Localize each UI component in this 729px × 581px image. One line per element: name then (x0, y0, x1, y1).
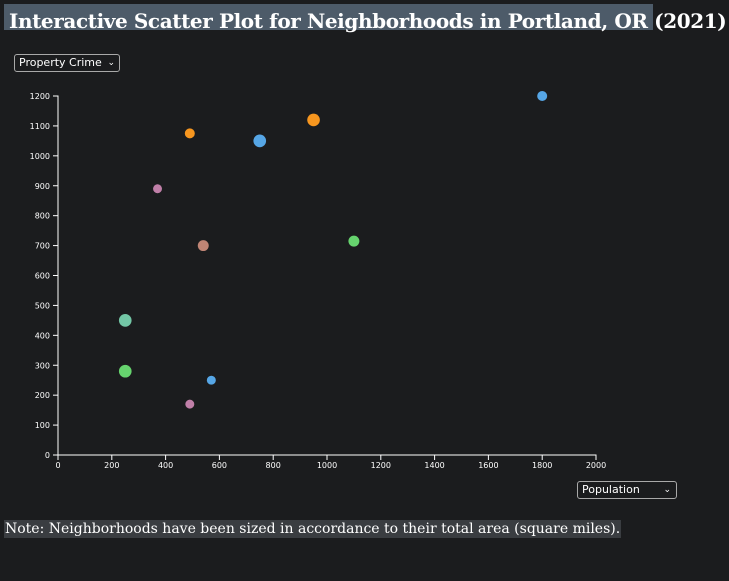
scatter-point[interactable] (537, 91, 548, 101)
y-tick-label: 0 (45, 451, 50, 460)
x-tick-label: 1200 (371, 461, 391, 470)
y-tick-label: 1100 (30, 122, 50, 131)
x-tick-label: 1600 (478, 461, 498, 470)
x-tick-label: 1000 (317, 461, 337, 470)
x-axis-select[interactable]: Population ⌄ (577, 481, 677, 499)
data-points (118, 91, 548, 409)
scatter-point[interactable] (185, 399, 195, 409)
x-tick-label: 1800 (532, 461, 552, 470)
footnote: Note: Neighborhoods have been sized in a… (4, 520, 622, 538)
x-tick-label: 600 (212, 461, 227, 470)
y-tick-label: 200 (35, 391, 50, 400)
chevron-down-icon: ⌄ (107, 58, 115, 68)
scatter-point[interactable] (118, 314, 132, 327)
y-axis-select-value: Property Crime (19, 56, 102, 69)
y-axis: 0 100 200 300 400 500 600 700 800 900 1000 1100 1200 (30, 92, 59, 460)
y-tick-label: 800 (35, 212, 50, 221)
x-tick-label: 200 (104, 461, 119, 470)
x-tick-label: 0 (55, 461, 60, 470)
scatter-point[interactable] (206, 375, 216, 385)
y-tick-label: 300 (35, 361, 50, 370)
y-tick-label: 100 (35, 421, 50, 430)
scatter-point[interactable] (307, 113, 320, 127)
x-tick-label: 2000 (586, 461, 606, 470)
x-tick-label: 800 (266, 461, 281, 470)
scatter-point[interactable] (184, 128, 195, 139)
y-tick-label: 700 (35, 242, 50, 251)
page-title: Interactive Scatter Plot for Neighborhoo… (9, 9, 727, 33)
x-tick-label: 1400 (424, 461, 444, 470)
x-axis: 0 200 400 600 800 1000 1200 1400 1600 1800 2000 (55, 454, 606, 470)
x-axis-select-value: Population (582, 483, 640, 496)
scatter-point[interactable] (197, 240, 209, 252)
scatter-point[interactable] (118, 364, 132, 378)
scatter-point[interactable] (153, 184, 163, 194)
title-bar: Interactive Scatter Plot for Neighborhoo… (4, 4, 727, 33)
y-tick-label: 600 (35, 272, 50, 281)
chevron-down-icon: ⌄ (663, 485, 671, 495)
scatter-point[interactable] (253, 134, 267, 148)
scatter-chart: 0 100 200 300 400 500 600 700 800 900 1000 1100 1200… (30, 91, 606, 470)
y-tick-label: 900 (35, 182, 50, 191)
y-tick-label: 1000 (30, 152, 50, 161)
scatter-point[interactable] (348, 235, 360, 247)
y-axis-select[interactable]: Property Crime ⌄ (14, 54, 120, 72)
y-tick-label: 1200 (30, 92, 50, 101)
y-tick-label: 400 (35, 331, 50, 340)
y-tick-label: 500 (35, 301, 50, 310)
x-tick-label: 400 (158, 461, 173, 470)
